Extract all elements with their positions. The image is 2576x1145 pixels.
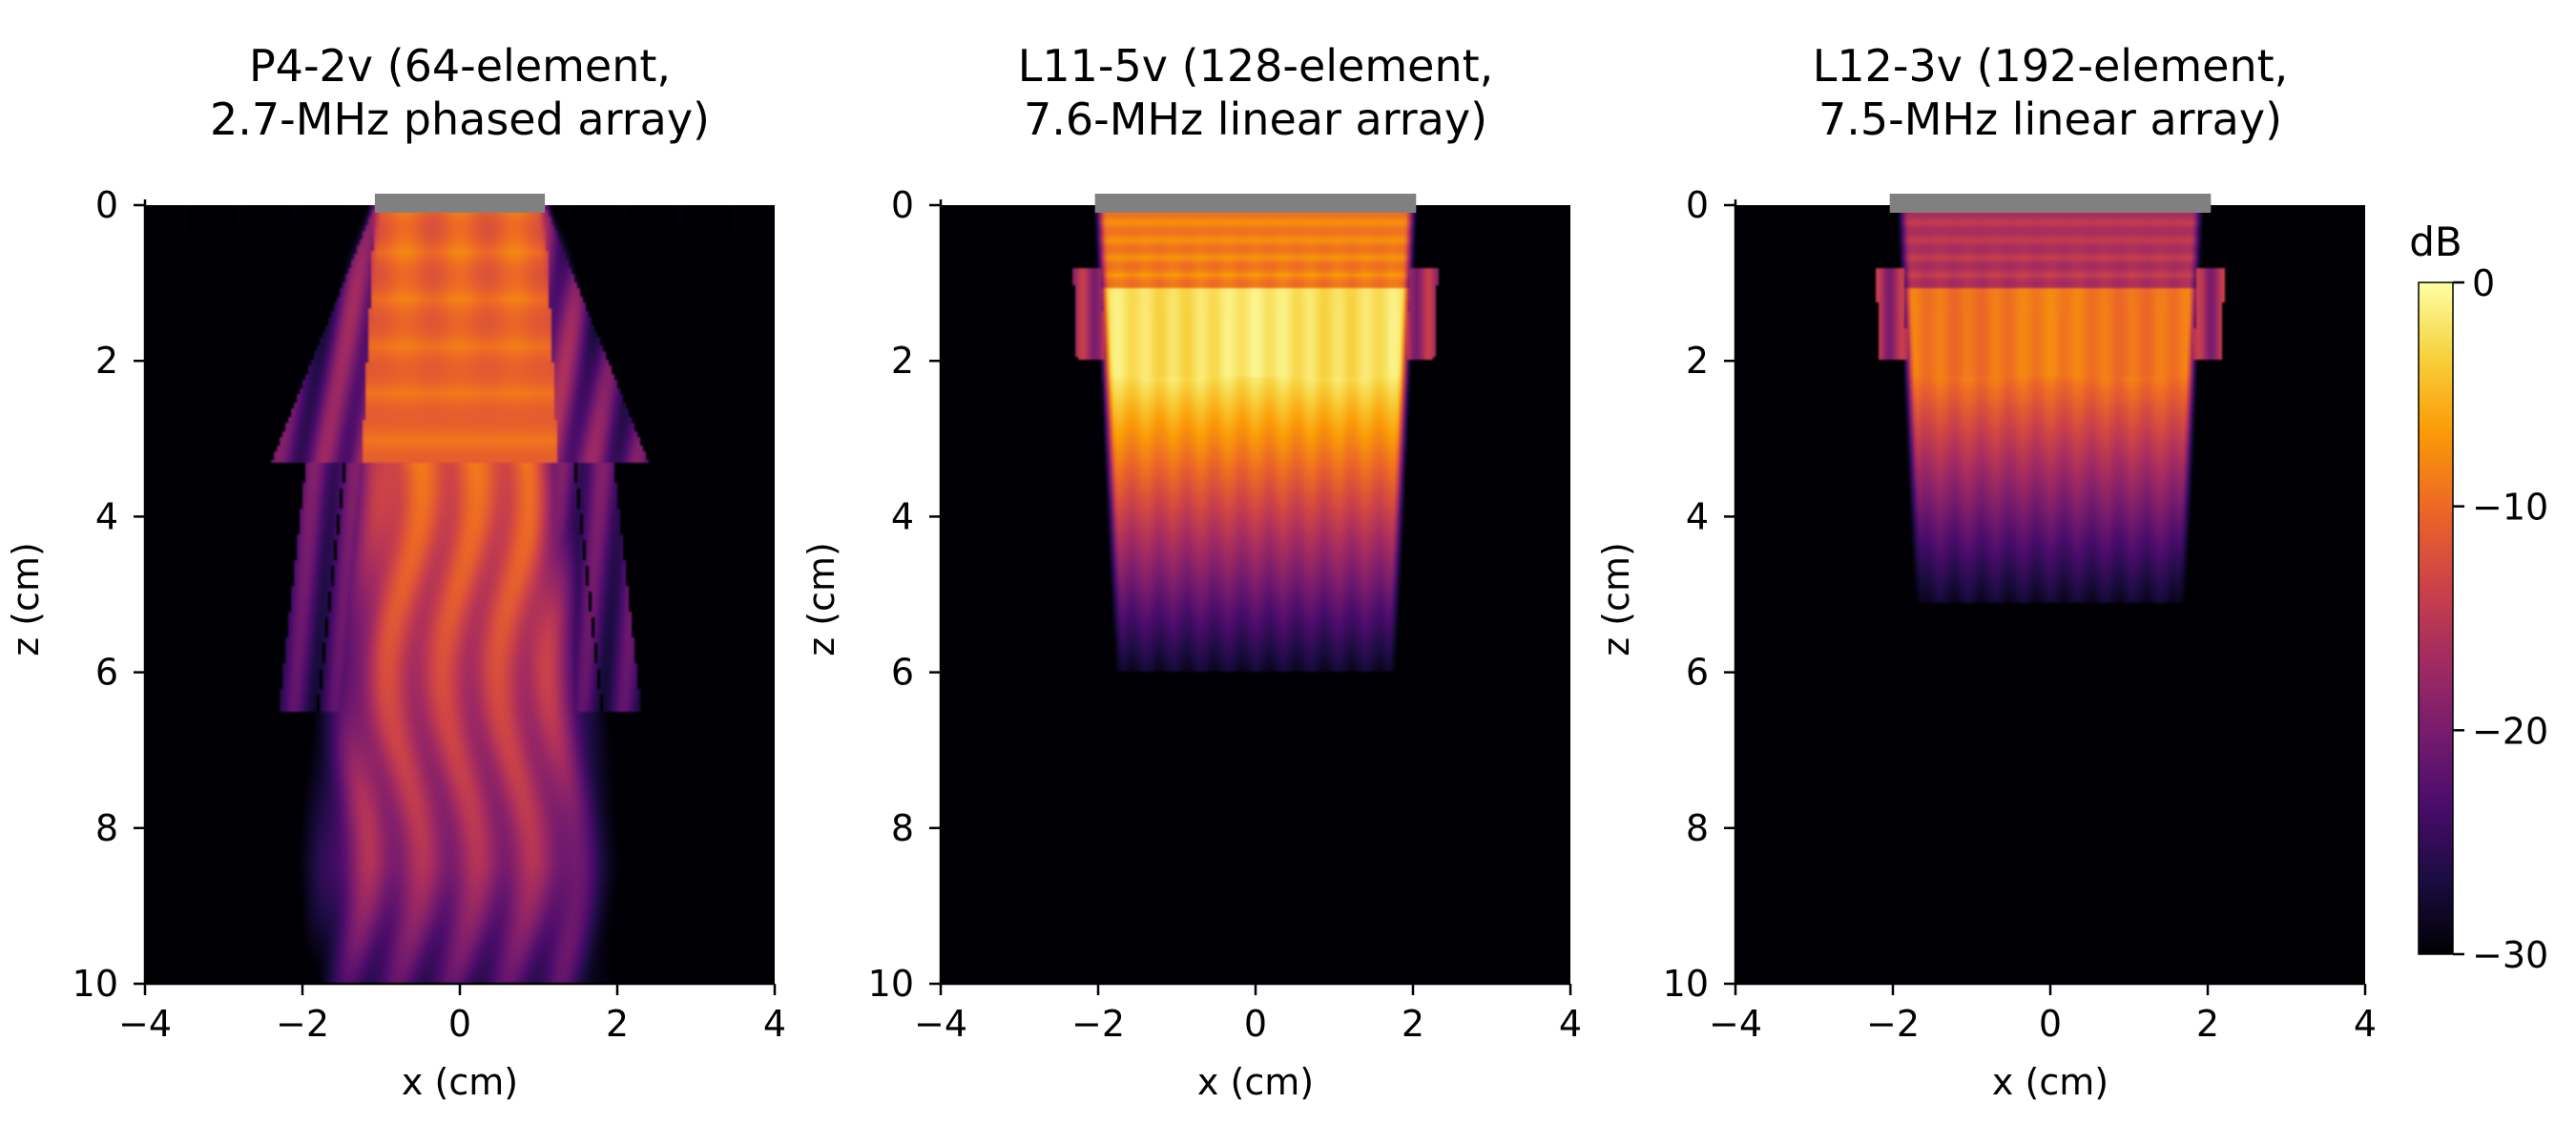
y-tick-label: 6 [891, 652, 914, 694]
panel-title-line-1: L12-3v (192-element, [1813, 40, 2289, 92]
x-tick-label: 0 [1244, 1003, 1267, 1045]
y-tick-label: 4 [891, 495, 914, 537]
x-tick-label: 0 [2039, 1003, 2062, 1045]
y-tick-label: 0 [891, 184, 914, 226]
panel-title-line-2: 2.7-MHz phased array) [210, 94, 710, 145]
colorbar: dB 0 −10 −20 −30 [2409, 219, 2548, 976]
y-tick-label: 4 [1686, 495, 1709, 537]
colorbar-ticks: 0 −10 −20 −30 [2453, 262, 2548, 976]
probe-aperture-bar [1094, 194, 1417, 213]
panel-title-line-2: 7.5-MHz linear array) [1818, 94, 2282, 145]
y-tick-label: 0 [95, 184, 118, 226]
colorbar-tick-label: 0 [2472, 262, 2495, 304]
x-tick-label: −4 [1709, 1003, 1762, 1045]
heatmap-plot-area: −4 −2 0 2 4 0 2 4 6 8 10 [1663, 184, 2377, 1045]
x-axis-label: x (cm) [1992, 1061, 2109, 1103]
x-tick-label: −2 [1071, 1003, 1125, 1045]
x-tick-label: 4 [2354, 1003, 2377, 1045]
panel-p4-2v: P4-2v (64-element, 2.7-MHz phased array)… [5, 40, 786, 1103]
y-tick-label: 6 [95, 652, 118, 694]
y-tick-label: 8 [95, 807, 118, 849]
y-tick-label: 10 [868, 963, 914, 1005]
y-axis-label: z (cm) [800, 542, 842, 656]
colorbar-tick-label: −10 [2472, 487, 2548, 529]
x-axis-label: x (cm) [1197, 1061, 1314, 1103]
x-tick-label: 4 [763, 1003, 786, 1045]
x-tick-label: 2 [1402, 1003, 1424, 1045]
probe-aperture-bar [374, 194, 546, 213]
y-tick-label: 2 [1686, 340, 1709, 382]
panel-title-line-1: L11-5v (128-element, [1018, 40, 1494, 92]
colorbar-tick-label: −30 [2472, 934, 2548, 976]
panel-l12-3v: L12-3v (192-element, 7.5-MHz linear arra… [1595, 40, 2377, 1103]
x-tick-label: 4 [1559, 1003, 1582, 1045]
colorbar-gradient [2418, 281, 2454, 955]
y-tick-label: 2 [891, 340, 914, 382]
x-tick-label: 2 [2196, 1003, 2219, 1045]
y-tick-label: 8 [891, 807, 914, 849]
y-tick-label: 8 [1686, 807, 1709, 849]
colorbar-label: dB [2409, 219, 2462, 265]
heatmap-plot-area: −4 −2 0 2 4 0 2 4 6 8 10 [868, 184, 1582, 1045]
probe-aperture-bar [1889, 194, 2212, 213]
x-tick-label: 0 [448, 1003, 471, 1045]
colorbar-tick-label: −20 [2472, 710, 2548, 752]
y-tick-label: 2 [95, 340, 118, 382]
panel-l11-5v: L11-5v (128-element, 7.6-MHz linear arra… [800, 40, 1582, 1103]
panel-title-line-2: 7.6-MHz linear array) [1024, 94, 1487, 145]
y-tick-label: 0 [1686, 184, 1709, 226]
y-tick-label: 10 [1663, 963, 1709, 1005]
panel-title-line-1: P4-2v (64-element, [249, 40, 671, 92]
heatmap-image [941, 205, 1570, 984]
x-tick-label: −2 [276, 1003, 329, 1045]
y-axis-label: z (cm) [5, 542, 47, 656]
y-tick-label: 4 [95, 495, 118, 537]
heatmap-image [1735, 205, 2365, 984]
x-tick-label: 2 [606, 1003, 629, 1045]
x-tick-label: −4 [914, 1003, 967, 1045]
x-axis-label: x (cm) [402, 1061, 518, 1103]
heatmap-plot-area: −4 −2 0 2 4 0 2 4 6 8 10 [73, 184, 786, 1045]
x-tick-label: −4 [118, 1003, 172, 1045]
y-tick-label: 6 [1686, 652, 1709, 694]
x-tick-label: −2 [1866, 1003, 1920, 1045]
heatmap-image [145, 205, 775, 984]
y-tick-label: 10 [73, 963, 118, 1005]
y-axis-label: z (cm) [1595, 542, 1637, 656]
